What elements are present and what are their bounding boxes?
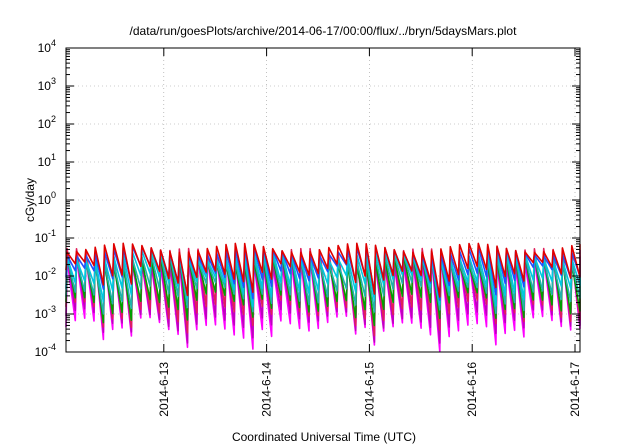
y-tick-label-exponent: -3: [48, 304, 56, 314]
y-tick-label-base: 10: [35, 269, 49, 283]
x-tick-label: 2014-6-13: [157, 362, 171, 417]
series-group: [65, 242, 581, 353]
y-tick-label-base: 10: [38, 79, 52, 93]
y-tick-label: 102: [38, 114, 56, 131]
y-tick-label-exponent: 4: [51, 38, 56, 48]
y-tick-label-base: 10: [38, 41, 52, 55]
y-tick-label-base: 10: [38, 193, 52, 207]
y-tick-label-base: 10: [38, 155, 52, 169]
y-tick-label: 100: [38, 190, 56, 207]
y-tick-label-exponent: 3: [51, 76, 56, 86]
y-tick-label-exponent: 2: [51, 114, 56, 124]
y-tick-label: 10-1: [35, 228, 56, 245]
x-axis: 2014-6-13 2014-6-14 2014-6-15 2014-6-16 2014…: [157, 48, 582, 417]
y-tick-label: 101: [38, 152, 56, 169]
y-tick-label-base: 10: [35, 307, 49, 321]
y-tick-label-exponent: -2: [48, 266, 56, 276]
x-tick-label: 2014-6-14: [260, 362, 274, 417]
y-axis-label: cGy/day: [23, 178, 37, 222]
x-tick-label: 2014-6-16: [465, 362, 479, 417]
x-axis-label: Coordinated Universal Time (UTC): [232, 430, 416, 444]
chart-title: /data/run/goesPlots/archive/2014-06-17/0…: [130, 24, 518, 38]
series-line: [65, 242, 581, 298]
x-tick-label: 2014-6-17: [568, 362, 582, 417]
y-tick-label: 10-3: [35, 304, 56, 321]
y-tick-label-base: 10: [38, 117, 52, 131]
y-tick-label-base: 10: [35, 231, 49, 245]
x-tick-label: 2014-6-15: [362, 362, 376, 417]
y-tick-label-base: 10: [35, 345, 49, 359]
y-tick-label-exponent: -1: [48, 228, 56, 238]
y-tick-label: 103: [38, 76, 56, 93]
y-tick-label: 10-2: [35, 266, 56, 283]
y-tick-label-exponent: -4: [48, 342, 56, 352]
y-tick-label: 10-4: [35, 342, 56, 359]
y-tick-label-exponent: 1: [51, 152, 56, 162]
y-tick-label: 104: [38, 38, 56, 55]
y-tick-label-exponent: 0: [51, 190, 56, 200]
